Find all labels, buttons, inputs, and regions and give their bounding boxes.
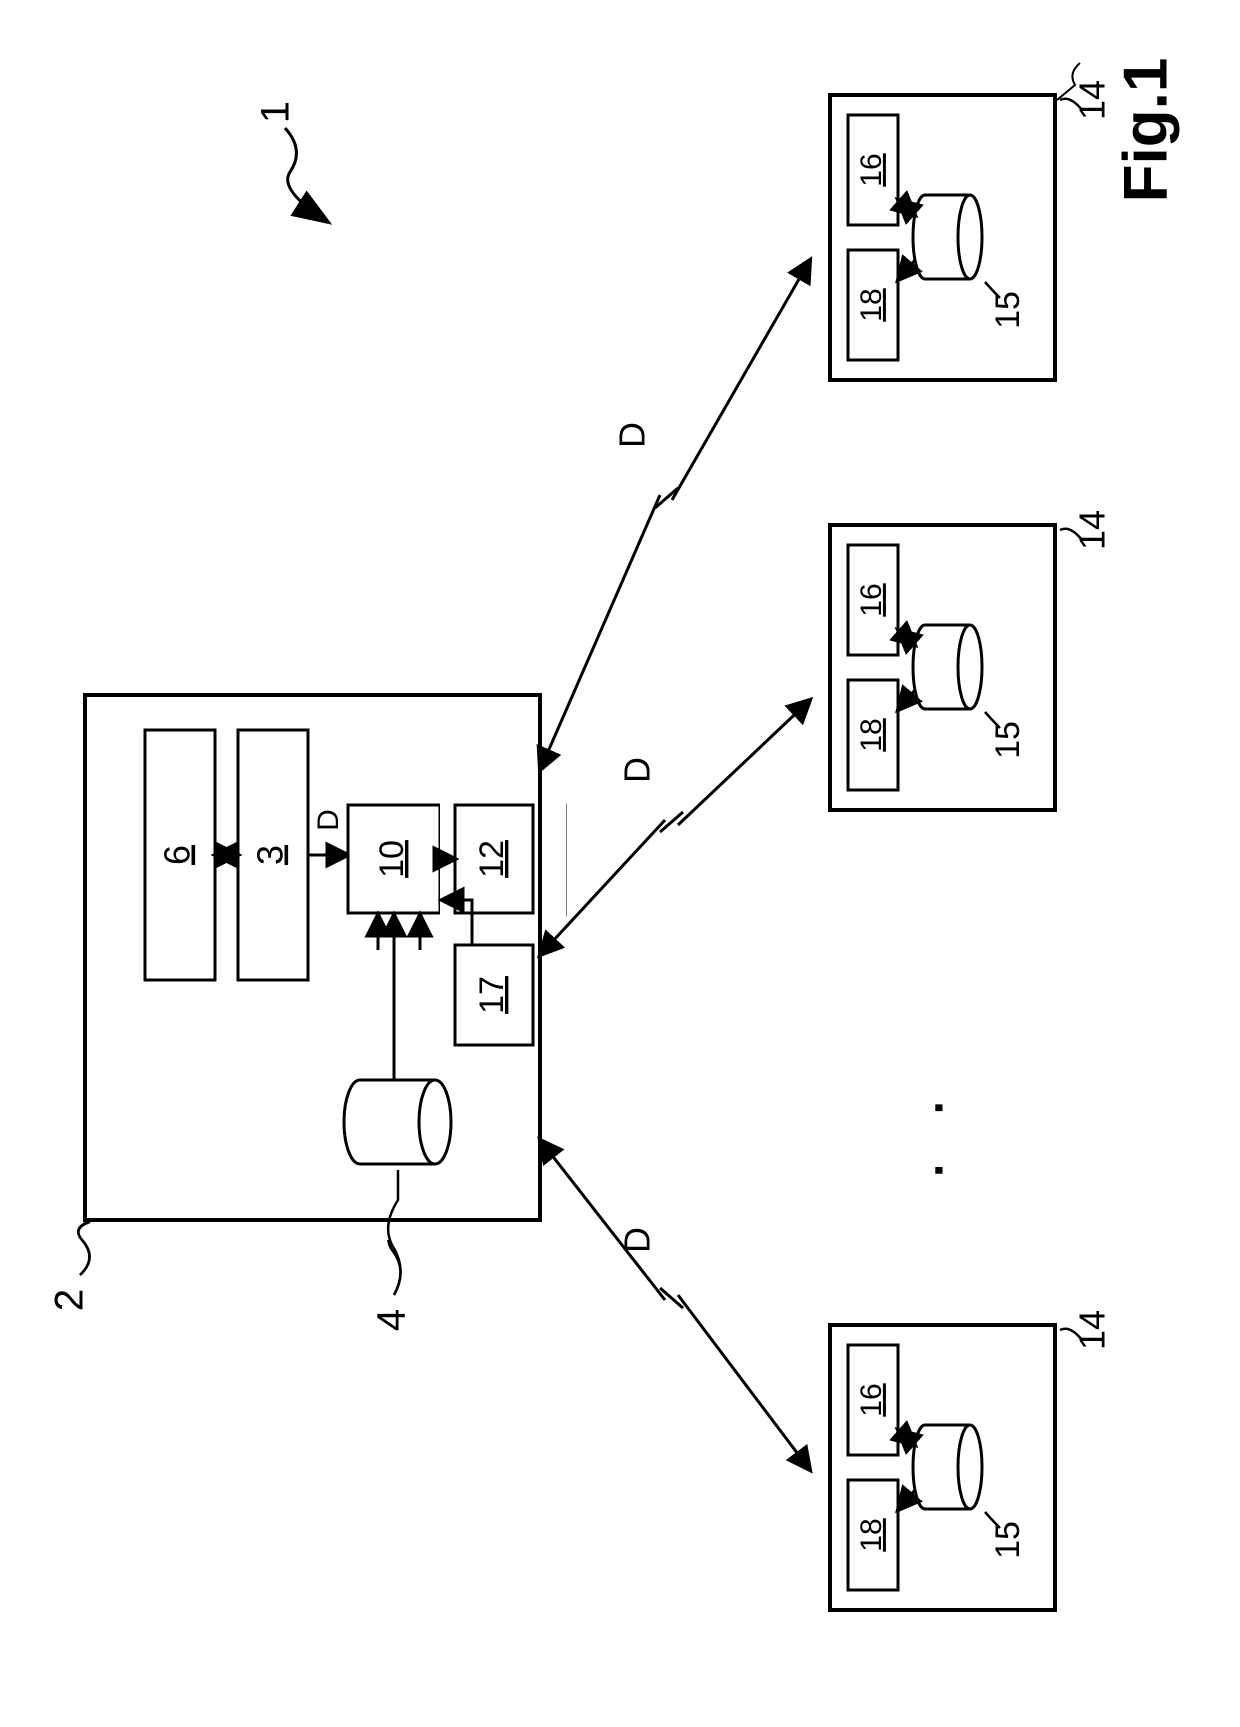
A14: 14 [1072, 80, 1113, 120]
title: Fig.1 [1111, 58, 1180, 203]
rn10: 10 [373, 840, 411, 878]
ellipsis: . . [901, 1083, 954, 1177]
rn6: 6 [157, 845, 198, 865]
ref-2b: 2 [48, 1289, 92, 1311]
B16: 16 [855, 583, 888, 616]
sys-1: 1 [254, 101, 298, 123]
link-2-label: D [617, 757, 658, 783]
C15: 15 [989, 1521, 1027, 1559]
A16: 16 [855, 153, 888, 186]
ref-4: 4 [370, 1309, 414, 1331]
link-1-label: D [612, 422, 653, 448]
fn12: 12 [473, 840, 511, 878]
rnD: D [312, 809, 345, 831]
cyl-4 [344, 1080, 451, 1164]
C14: 14 [1072, 1310, 1113, 1350]
C18: 18 [855, 1518, 888, 1551]
A18: 18 [855, 288, 888, 321]
B15: 15 [989, 721, 1027, 759]
rn3: 3 [250, 845, 291, 865]
A15: 15 [989, 291, 1027, 329]
fn17b: 17 [473, 976, 511, 1014]
B14: 14 [1072, 510, 1113, 550]
link-3-label: D [617, 1227, 658, 1253]
C16: 16 [855, 1383, 888, 1416]
diagram-canvas: Fig.1 1 2 6 3 D 10 17 [0, 0, 1240, 1727]
B18: 18 [855, 718, 888, 751]
